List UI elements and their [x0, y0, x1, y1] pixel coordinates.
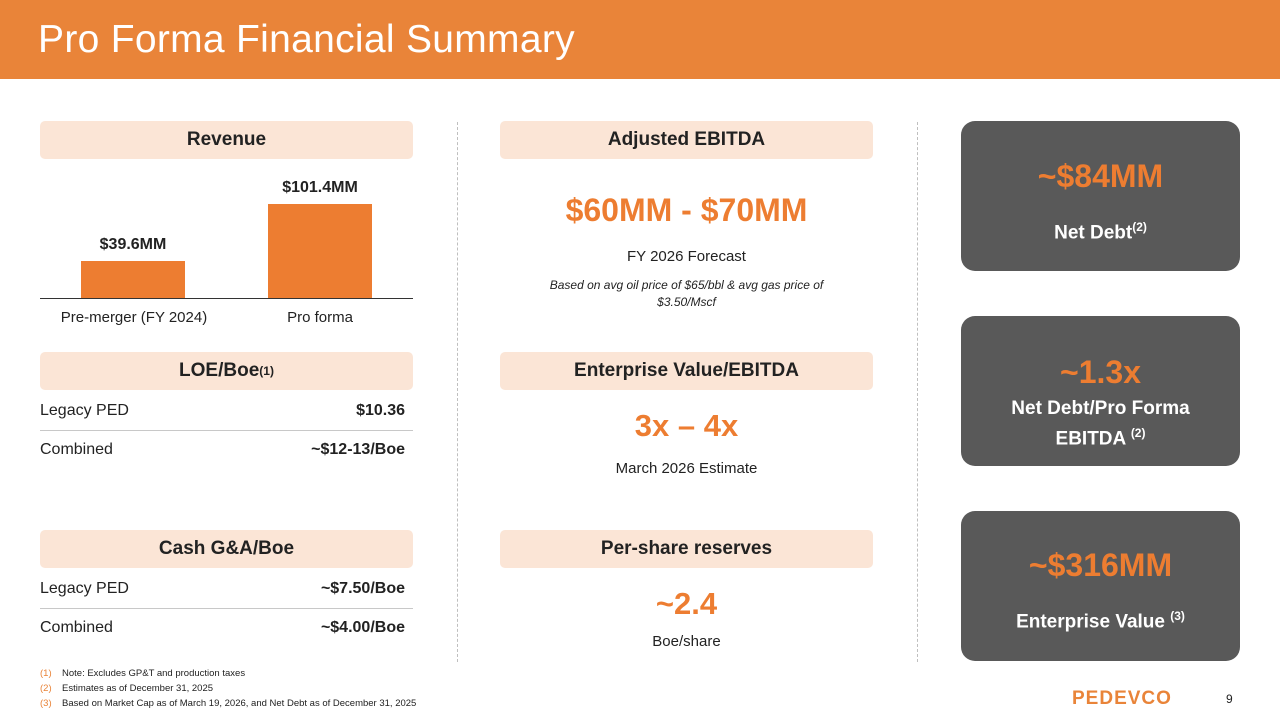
row-value: ~$4.00/Boe [320, 619, 405, 636]
bar-pre-merger [81, 261, 185, 298]
leverage-card: ~1.3x Net Debt/Pro Forma EBITDA (2) [961, 316, 1240, 466]
row-label: Legacy PED [40, 402, 129, 419]
ebitda-heading: Adjusted EBITDA [500, 121, 873, 159]
footnote: (3) Based on Market Cap as of March 19, 2… [40, 698, 417, 709]
footnote: (2) Estimates as of December 31, 2025 [40, 683, 214, 694]
ebitda-sub: FY 2026 Forecast [627, 248, 746, 265]
bar-label-pre-merger: $39.6MM [99, 236, 167, 254]
bar-pro-forma [268, 204, 372, 298]
row-divider [40, 430, 413, 431]
row-divider [40, 608, 413, 609]
row-value: ~$12-13/Boe [311, 441, 405, 458]
gna-heading: Cash G&A/Boe [40, 530, 413, 568]
ebitda-note: Based on avg oil price of $65/bbl & avg … [500, 277, 873, 311]
bar-label-pro-forma: $101.4MM [282, 179, 358, 196]
reserves-value: ~2.4 [655, 586, 718, 621]
revenue-heading: Revenue [40, 121, 413, 159]
row-value: $10.36 [356, 402, 405, 419]
column-divider [917, 122, 918, 662]
net-debt-value: ~$84MM [1037, 158, 1164, 194]
net-debt-label: Net Debt(2) [1054, 220, 1147, 244]
category-label-pre-merger: Pre-merger (FY 2024) [60, 309, 208, 326]
enterprise-value-label: Enterprise Value (3) [1016, 609, 1185, 633]
enterprise-value: ~$316MM [1028, 547, 1173, 583]
chart-axis [40, 298, 413, 299]
ebitda-note-line2: $3.50/Mscf [657, 295, 716, 309]
ev-ebitda-value: 3x – 4x [634, 408, 739, 443]
enterprise-value-card: ~$316MM Enterprise Value (3) [961, 511, 1240, 661]
row-label: Combined [40, 619, 113, 636]
leverage-label: Net Debt/Pro Forma EBITDA (2) [1011, 398, 1190, 450]
page-number: 9 [1226, 692, 1233, 706]
ebitda-note-line1: Based on avg oil price of $65/bbl & avg … [549, 278, 824, 292]
page-title: Pro Forma Financial Summary [38, 18, 575, 61]
ebitda-value: $60MM - $70MM [565, 192, 808, 228]
category-label-pro-forma: Pro forma [287, 309, 353, 326]
leverage-value: ~1.3x [1060, 354, 1141, 390]
reserves-sub: Boe/share [652, 633, 721, 650]
loe-heading: LOE/Boe (1) [40, 352, 413, 390]
net-debt-card: ~$84MM Net Debt(2) [961, 121, 1240, 271]
row-label: Legacy PED [40, 580, 129, 597]
loe-heading-text: LOE/Boe [179, 360, 260, 381]
company-logo: PEDEVCO [1072, 688, 1172, 709]
ev-ebitda-heading: Enterprise Value/EBITDA [500, 352, 873, 390]
footnote: (1) Note: Excludes GP&T and production ta… [40, 668, 246, 679]
row-value: ~$7.50/Boe [320, 580, 405, 597]
reserves-heading: Per-share reserves [500, 530, 873, 568]
loe-heading-sup: (1) [259, 364, 274, 378]
row-label: Combined [40, 441, 113, 458]
column-divider [457, 122, 458, 662]
header-bar: Pro Forma Financial Summary [0, 0, 1280, 79]
ev-ebitda-sub: March 2026 Estimate [615, 460, 758, 477]
